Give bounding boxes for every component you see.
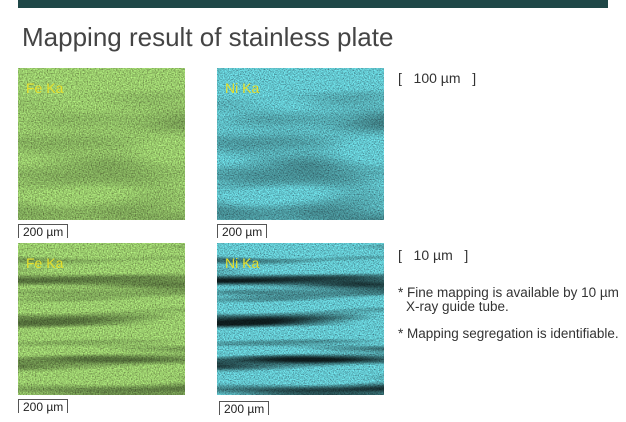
resolution: [ 10 µm ] [398, 247, 468, 263]
title: Mapping result of stainless plate [22, 22, 393, 53]
fe-map-100: Fe Ka [18, 68, 185, 220]
resolution: [ 100 µm ] [398, 70, 476, 86]
ni-map-100: Ni Ka [217, 68, 384, 220]
scale-bar: 200 µm [18, 399, 68, 413]
map-label: Ni Ka [225, 255, 259, 271]
scale-bar: 200 µm [18, 224, 68, 238]
note: * Mapping segregation is identifiable. [398, 327, 626, 341]
page: Mapping result of stainless plate Fe Ka … [0, 0, 626, 422]
note: * Fine mapping is available by 10 µm X-r… [398, 286, 626, 314]
scale-bar: 200 µm [217, 224, 267, 238]
map-label: Ni Ka [225, 80, 259, 96]
fe-map-10: Fe Ka [18, 243, 185, 395]
scale-bar: 200 µm [219, 401, 269, 415]
ni-map-10: Ni Ka [217, 243, 384, 395]
map-label: Fe Ka [26, 255, 63, 271]
header-bar [18, 0, 608, 8]
map-label: Fe Ka [26, 80, 63, 96]
